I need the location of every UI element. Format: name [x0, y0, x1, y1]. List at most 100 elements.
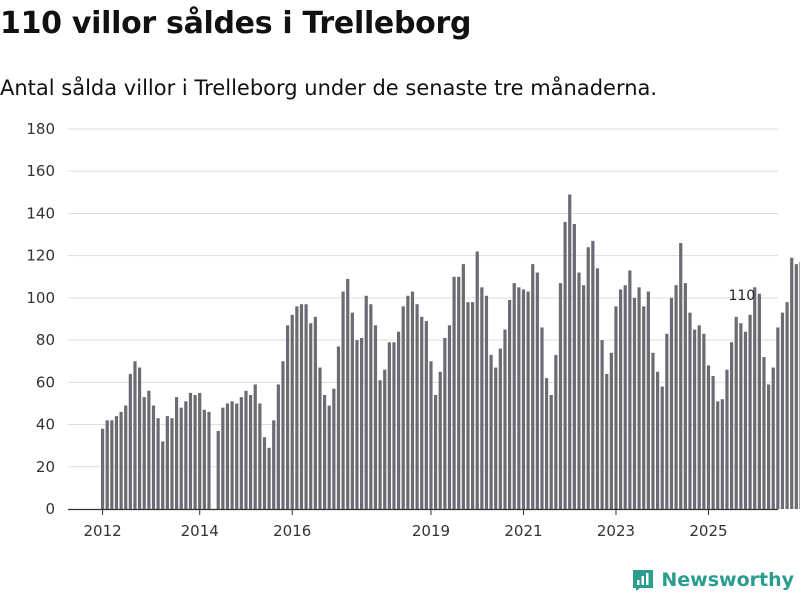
bar	[193, 395, 197, 509]
bar	[693, 329, 697, 509]
bar	[392, 342, 396, 509]
bar	[632, 297, 637, 509]
bar	[711, 376, 715, 509]
bar	[637, 287, 641, 509]
bar	[688, 312, 692, 509]
bar	[267, 447, 271, 509]
bar	[397, 331, 401, 509]
bar	[540, 327, 544, 509]
x-tick-label: 2012	[84, 522, 122, 540]
bar	[188, 392, 193, 509]
bar	[757, 293, 761, 509]
x-tick-label: 2016	[273, 522, 311, 540]
bar	[309, 323, 313, 509]
bar	[165, 416, 169, 509]
bar	[258, 403, 262, 509]
bar	[415, 304, 419, 509]
bar	[216, 430, 220, 509]
bar	[341, 291, 345, 509]
y-tick-label: 160	[26, 162, 55, 180]
bar	[175, 397, 179, 509]
bar	[225, 403, 230, 509]
bar	[665, 333, 669, 509]
bar	[517, 287, 521, 509]
bar	[730, 342, 734, 509]
bar	[489, 354, 493, 509]
bar	[494, 367, 498, 509]
bar	[743, 331, 748, 509]
x-tick-label: 2019	[412, 522, 450, 540]
y-tick-label: 180	[26, 120, 55, 138]
bar	[475, 251, 479, 509]
bar	[498, 348, 502, 509]
bar	[785, 302, 789, 509]
bar	[512, 283, 516, 509]
bar	[535, 272, 539, 509]
bar	[656, 371, 660, 509]
bar	[679, 243, 683, 509]
bar	[133, 361, 137, 509]
bar	[628, 270, 632, 509]
bar	[276, 384, 280, 509]
y-tick-label: 60	[36, 373, 55, 391]
bar	[702, 333, 706, 509]
bar	[568, 194, 572, 509]
bar	[651, 352, 655, 509]
bar	[221, 407, 225, 509]
bar	[369, 304, 373, 509]
bar	[299, 304, 304, 509]
brand-name: Newsworthy	[661, 569, 794, 591]
bar	[526, 291, 530, 509]
bar	[429, 361, 433, 509]
bar	[725, 369, 729, 509]
bar	[600, 340, 604, 509]
bar	[531, 264, 535, 509]
bar	[734, 316, 738, 509]
bar	[461, 264, 465, 509]
bar	[105, 420, 109, 509]
bar	[272, 420, 276, 509]
bar	[457, 276, 461, 509]
bar	[549, 395, 553, 509]
bar	[364, 295, 368, 509]
bar	[230, 401, 234, 509]
bar	[605, 373, 609, 509]
bar	[253, 384, 257, 509]
bar	[623, 285, 627, 509]
newsworthy-brand[interactable]: Newsworthy	[631, 568, 794, 592]
bar	[480, 287, 484, 509]
bar	[466, 302, 470, 509]
bar	[350, 312, 354, 509]
bar	[503, 329, 507, 509]
bar	[128, 373, 132, 509]
bar	[360, 338, 364, 509]
bar	[119, 411, 123, 509]
bar	[373, 325, 378, 509]
bar	[646, 291, 650, 509]
y-tick-label: 80	[36, 331, 55, 349]
bar	[262, 437, 267, 509]
bar	[161, 441, 165, 509]
bar	[114, 416, 119, 509]
bar	[706, 365, 711, 509]
bar	[207, 411, 211, 509]
x-tick-label: 2023	[597, 522, 635, 540]
y-tick-label: 20	[36, 458, 55, 476]
bar	[716, 401, 720, 509]
bar	[591, 240, 595, 509]
x-tick-label: 2025	[689, 522, 727, 540]
bar	[170, 418, 174, 509]
annotation: 110	[728, 288, 755, 304]
bar	[401, 306, 405, 509]
bar	[138, 367, 142, 509]
bar	[452, 276, 456, 509]
bar	[198, 392, 202, 509]
bar	[471, 302, 475, 509]
bar	[771, 367, 775, 509]
y-tick-label: 100	[26, 289, 55, 307]
y-tick-label: 120	[26, 247, 55, 265]
bar	[336, 346, 341, 509]
x-axis-ticks: 2012 2014 2016 2019 2021 2023 2025	[84, 509, 728, 540]
bar	[323, 395, 327, 509]
